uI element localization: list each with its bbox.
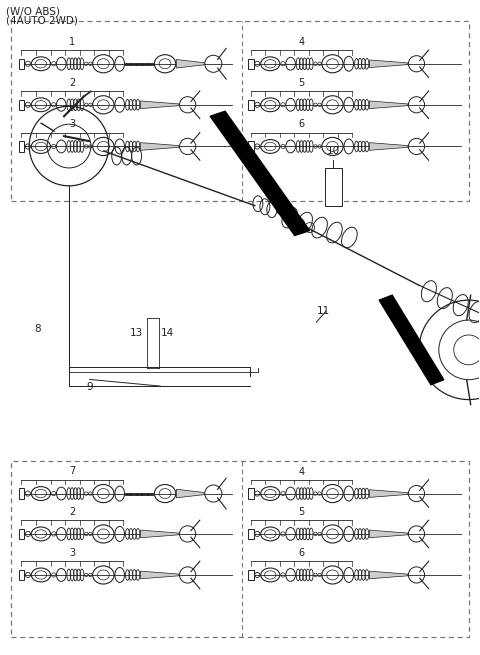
Polygon shape (141, 571, 179, 579)
FancyBboxPatch shape (19, 570, 24, 580)
Text: 9: 9 (86, 383, 93, 392)
Text: 14: 14 (161, 328, 175, 338)
FancyBboxPatch shape (248, 570, 253, 580)
Polygon shape (176, 60, 204, 68)
FancyBboxPatch shape (248, 141, 253, 151)
FancyBboxPatch shape (248, 489, 253, 498)
FancyBboxPatch shape (248, 59, 253, 69)
Text: 3: 3 (70, 548, 75, 558)
Text: 6: 6 (299, 119, 305, 130)
FancyBboxPatch shape (324, 168, 342, 206)
Text: 4: 4 (299, 466, 305, 477)
Text: (4AUTO 2WD): (4AUTO 2WD) (6, 16, 78, 26)
Polygon shape (210, 111, 310, 236)
Text: 8: 8 (34, 324, 40, 335)
FancyBboxPatch shape (19, 489, 24, 498)
Polygon shape (141, 530, 179, 538)
Polygon shape (370, 60, 408, 67)
Polygon shape (370, 101, 408, 109)
Polygon shape (176, 489, 204, 498)
Text: 5: 5 (299, 78, 305, 88)
Polygon shape (141, 101, 179, 109)
FancyBboxPatch shape (19, 529, 24, 539)
Text: 13: 13 (130, 328, 143, 338)
Text: 4: 4 (299, 37, 305, 47)
Text: 11: 11 (317, 307, 330, 316)
Polygon shape (370, 571, 408, 579)
Text: 10: 10 (327, 146, 340, 156)
FancyBboxPatch shape (248, 100, 253, 110)
Polygon shape (370, 143, 408, 150)
Text: 5: 5 (299, 507, 305, 517)
FancyBboxPatch shape (248, 529, 253, 539)
Text: 6: 6 (299, 548, 305, 558)
Text: 7: 7 (69, 466, 75, 476)
Text: 2: 2 (69, 78, 75, 88)
Text: 3: 3 (70, 119, 75, 130)
Polygon shape (379, 295, 444, 384)
Polygon shape (370, 530, 408, 538)
Polygon shape (370, 490, 408, 497)
Text: 1: 1 (70, 37, 75, 47)
FancyBboxPatch shape (19, 59, 24, 69)
FancyBboxPatch shape (19, 141, 24, 151)
FancyBboxPatch shape (19, 100, 24, 110)
Text: 2: 2 (69, 507, 75, 517)
Polygon shape (141, 143, 179, 150)
Text: (W/O ABS): (W/O ABS) (6, 7, 60, 17)
